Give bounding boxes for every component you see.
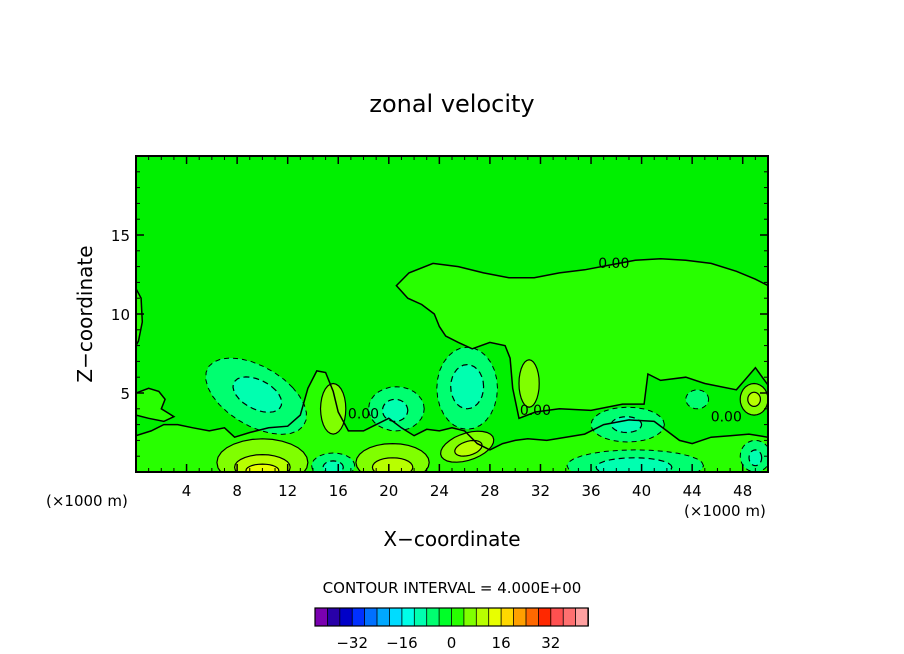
colorbar-swatch-11	[438, 607, 453, 627]
x-tick-label-40: 40	[632, 482, 651, 500]
x-tick-label-28: 28	[480, 482, 499, 500]
x-tick-label-36: 36	[581, 482, 600, 500]
zero-contour-left	[136, 288, 144, 346]
negative-lobe-3-core	[382, 399, 408, 422]
contour-label-3: 0.00	[348, 406, 379, 422]
negative-lobe-7-core-contour	[748, 449, 763, 467]
positive-region-left-low	[136, 388, 174, 422]
y-tick-label-5: 5	[120, 385, 130, 403]
colorbar-swatch-21	[562, 607, 577, 627]
colorbar-swatch-17	[513, 607, 527, 627]
negative-lobe-2-core	[450, 364, 484, 409]
negative-lobe-5-core-contour	[595, 457, 673, 472]
x-tick-label-16: 16	[329, 482, 348, 500]
x-unit-left: (×1000 m)	[46, 492, 128, 510]
negative-lobe-3-core-contour	[381, 398, 409, 423]
chart-title: zonal velocity	[369, 90, 534, 118]
negative-lobe-7-contour	[739, 439, 768, 472]
colorbar-swatch-6	[376, 607, 391, 627]
negative-lobe-5-contour	[566, 449, 705, 472]
y-tick-label-15: 15	[111, 227, 130, 245]
x-tick-label-48: 48	[733, 482, 752, 500]
zero-contour-lower	[136, 370, 768, 451]
negative-lobe-6-contour	[311, 452, 356, 472]
mid-positive-lobe-6	[747, 392, 761, 407]
negative-lobe-1-contour	[205, 357, 307, 435]
x-unit-right: (×1000 m)	[684, 502, 766, 520]
colorbar-tick-label-2: −16	[386, 634, 418, 652]
negative-lobe-5-core	[596, 457, 672, 472]
x-axis-label: X−coordinate	[383, 527, 520, 551]
colorbar-swatch-19	[538, 607, 552, 627]
negative-lobe-4-core-contour	[610, 416, 643, 434]
x-tick-label-20: 20	[379, 482, 398, 500]
y-tick-label-10: 10	[111, 306, 130, 324]
negative-lobe-2-contour	[436, 346, 499, 430]
colorbar-swatch-12	[451, 607, 465, 627]
negative-lobe-7-core	[749, 449, 762, 466]
colorbar-tick-label-4: 16	[492, 634, 511, 652]
contour-labels: 0.00 0.00 0.00 0.00	[348, 256, 742, 425]
contour-label-4: 0.00	[711, 409, 742, 425]
colorbar-swatch-14	[475, 607, 490, 627]
zero-contour-plume	[395, 257, 768, 420]
colorbar-swatch-4	[351, 607, 366, 627]
colorbar-frame	[314, 607, 589, 627]
colorbar-swatch-20	[550, 607, 565, 627]
mid-positive-lobe-5-contour	[371, 457, 414, 472]
light-positive-lobe-2	[519, 359, 540, 408]
contour-label-2: 0.00	[520, 403, 551, 419]
colorbar-swatch-1	[314, 607, 329, 627]
colorbar-swatch-10	[426, 607, 441, 627]
colorbar	[314, 607, 589, 627]
light-positive-lobe-6-contour	[739, 382, 768, 416]
x-tick-label-12: 12	[278, 482, 297, 500]
mid-positive-lobe-4-contour	[233, 453, 291, 472]
colorbar-swatch-8	[401, 607, 416, 627]
negative-lobe-2-core-contour	[450, 363, 485, 410]
negative-lobe-8-contour	[685, 389, 710, 410]
colorbar-swatch-16	[500, 607, 515, 627]
colorbar-swatch-7	[389, 607, 403, 627]
colorbar-tick-label-3: 0	[447, 634, 457, 652]
contour-interval-label: CONTOUR INTERVAL = 4.000E+00	[323, 579, 582, 597]
y-axis-ticks: 5 10 15	[111, 171, 768, 457]
colorbar-swatch-15	[488, 607, 503, 627]
x-tick-label-4: 4	[182, 482, 192, 500]
colorbar-swatch-9	[413, 607, 428, 627]
x-tick-label-32: 32	[531, 482, 550, 500]
plot-area	[136, 156, 768, 472]
colorbar-tick-label-1: −32	[336, 634, 368, 652]
colorbar-tick-label-5: 32	[541, 634, 560, 652]
negative-lobe-1-core-contour	[232, 376, 283, 413]
colorbar-swatch-5	[364, 607, 378, 627]
colorbar-tick-labels: −32 −16 0 16 32	[336, 634, 560, 652]
colorbar-swatch-13	[463, 607, 478, 627]
contour-label-1: 0.00	[598, 256, 629, 272]
zero-contour-left-low	[136, 387, 176, 423]
negative-lobe-8	[685, 389, 709, 409]
mid-positive-lobe-3	[454, 440, 482, 457]
x-axis-ticks: 4 8 12 16 20 24 28 32 36 40 44 48	[148, 156, 756, 500]
colorbar-swatch-18	[525, 607, 540, 627]
mid-positive-lobe-6-contour	[747, 391, 762, 408]
light-positive-lobe-3-contour	[439, 430, 495, 463]
colorbar-swatch-22	[575, 607, 589, 627]
light-positive-lobe-2-contour	[518, 359, 540, 408]
mid-positive-lobe-5	[372, 457, 413, 472]
high-positive-lobe-4-contour	[245, 463, 280, 472]
light-positive-lobe-1-contour	[319, 382, 347, 435]
x-tick-label-24: 24	[430, 482, 449, 500]
x-tick-label-8: 8	[232, 482, 242, 500]
x-tick-label-44: 44	[683, 482, 702, 500]
colorbar-swatch-3	[339, 607, 354, 627]
colorbar-swatch-2	[326, 607, 341, 627]
light-positive-lobe-1	[320, 383, 346, 435]
mid-positive-lobe-3-contour	[454, 439, 483, 457]
light-positive-lobe-4-contour	[216, 438, 309, 472]
light-positive-lobe-5-contour	[355, 442, 430, 472]
y-axis-label: Z−coordinate	[73, 245, 97, 382]
